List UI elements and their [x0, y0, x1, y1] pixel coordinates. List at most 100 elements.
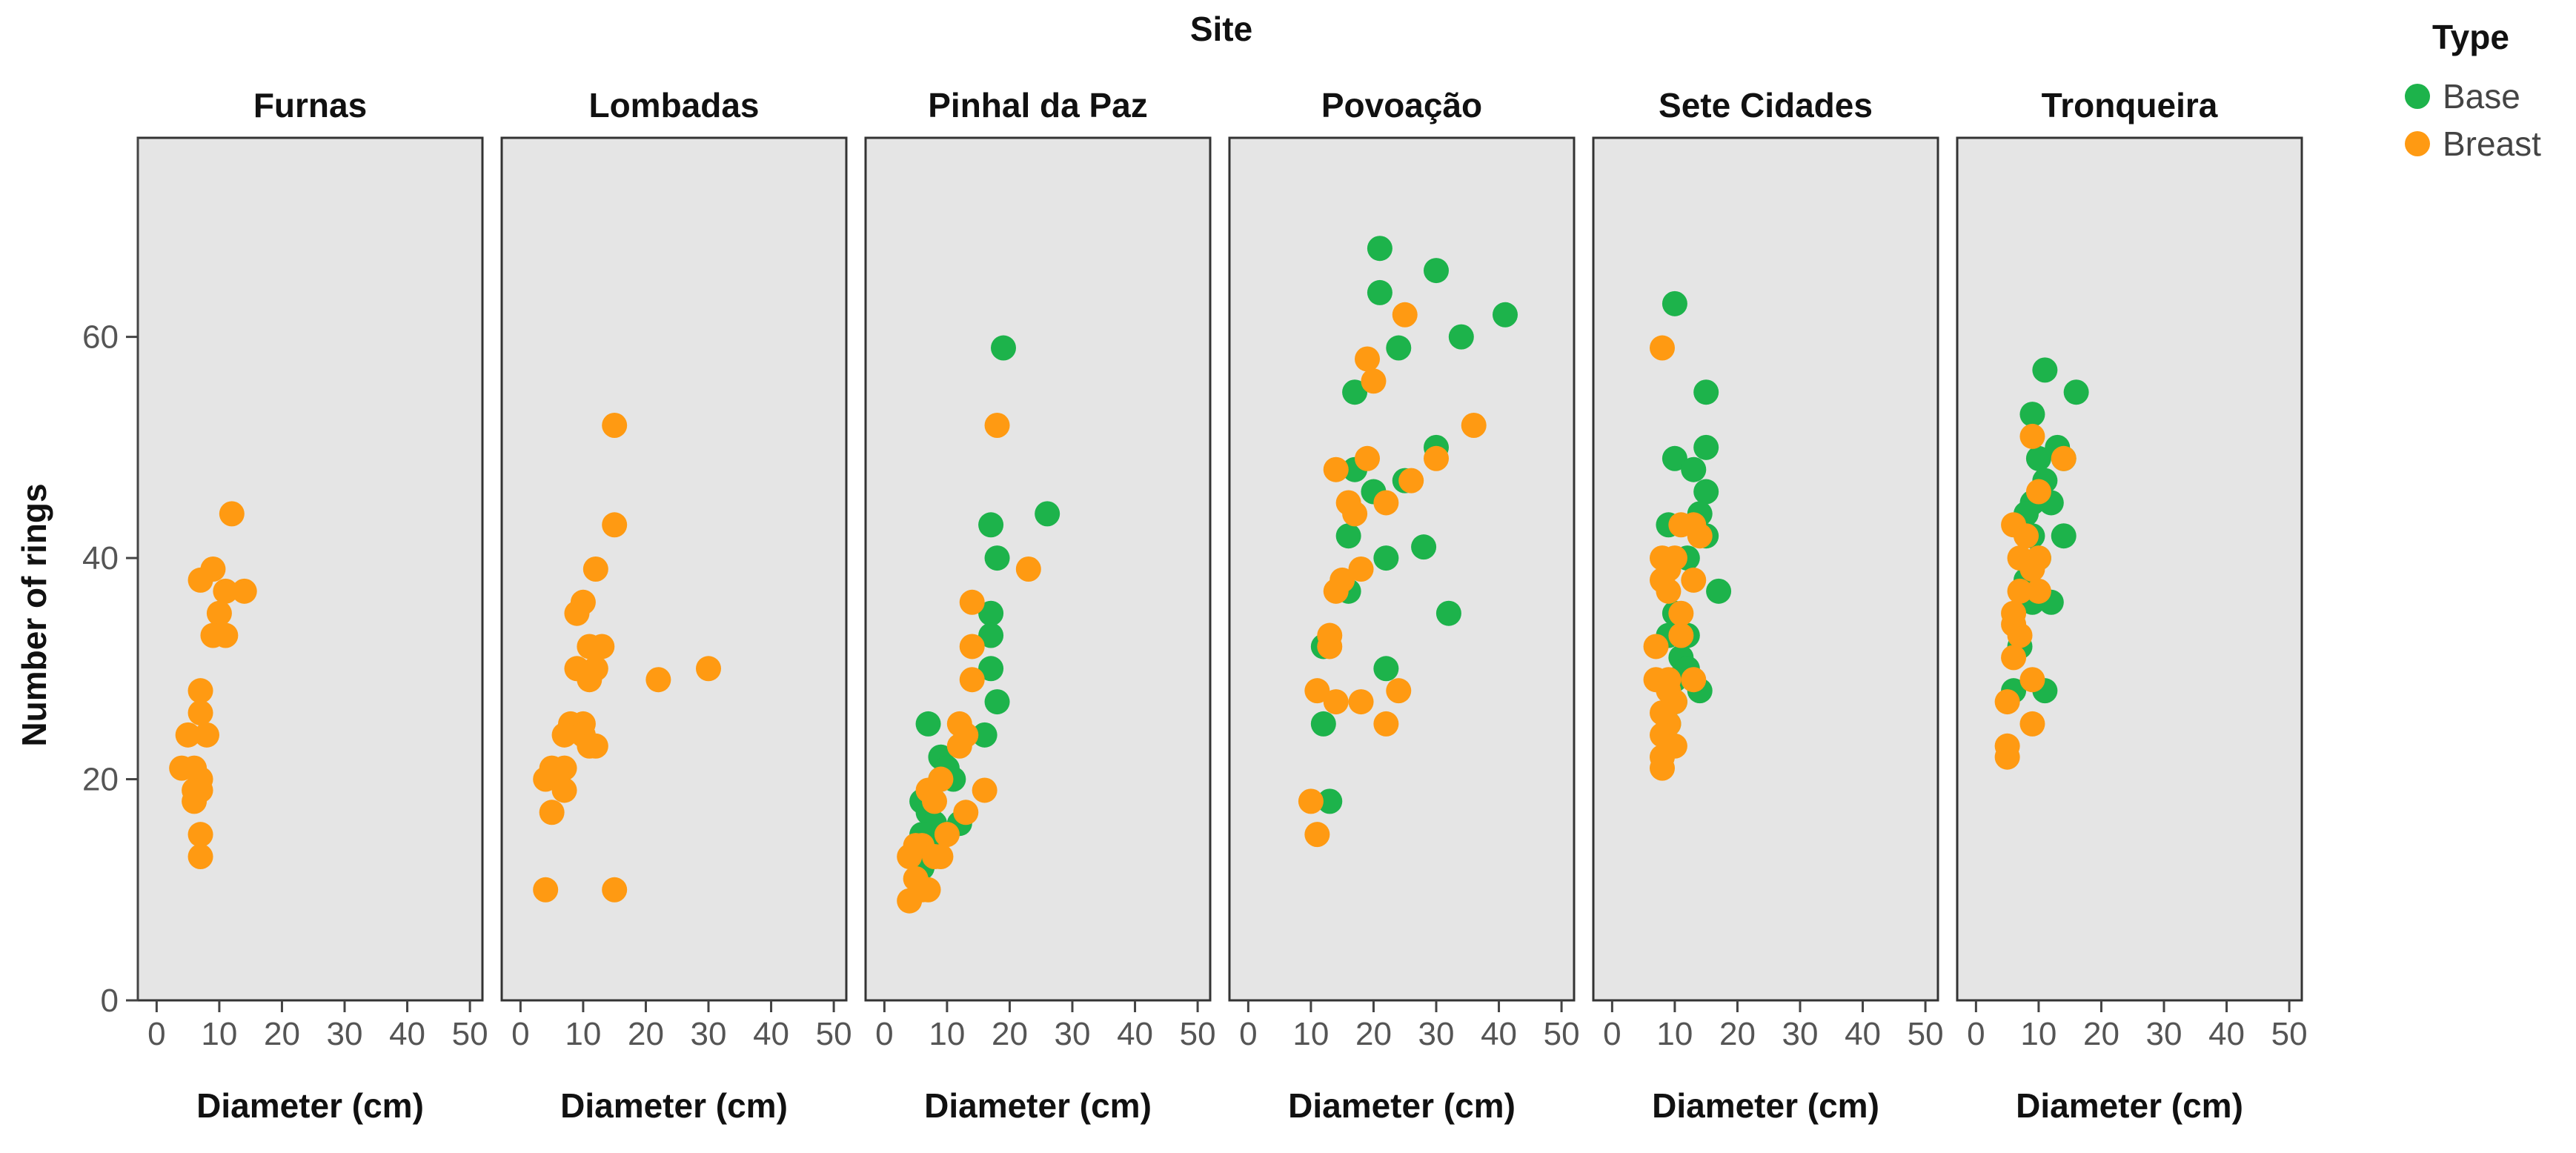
data-point-breast [1015, 556, 1041, 582]
data-point-breast [897, 888, 923, 914]
data-point-base [978, 512, 1004, 538]
series-breast [1994, 423, 2077, 770]
data-point-breast [231, 578, 257, 604]
data-point-breast [1392, 302, 1418, 328]
legend-title: Type [2432, 18, 2509, 56]
data-point-breast [1668, 600, 1694, 626]
series-breast [1643, 335, 1713, 781]
data-point-breast [972, 777, 997, 803]
data-point-base [1373, 545, 1399, 571]
series-breast [533, 413, 721, 903]
data-point-base [1367, 279, 1392, 305]
series-breast [1298, 302, 1487, 848]
data-point-breast [213, 578, 239, 604]
data-point-breast [959, 667, 985, 693]
panel-title: Pinhal da Paz [928, 86, 1148, 124]
x-tick-label: 50 [2271, 1016, 2308, 1052]
panel-tronqueira: Tronqueira 0 10 20 30 40 50 Diameter (cm) [1956, 86, 2308, 1125]
x-tick-label: 30 [1782, 1016, 1819, 1052]
panel-background [500, 136, 848, 1002]
data-point-breast [2007, 578, 2033, 604]
facet-title: Site [1190, 10, 1252, 48]
x-tick-label: 10 [565, 1016, 601, 1052]
data-point-breast [187, 567, 213, 593]
data-point-breast [1662, 733, 1687, 759]
data-point-breast [577, 733, 602, 759]
x-tick-label: 0 [511, 1016, 529, 1052]
x-tick-label: 50 [1544, 1016, 1580, 1052]
x-tick-label: 50 [1908, 1016, 1944, 1052]
data-point-base [1435, 600, 1461, 626]
x-tick-label: 40 [2208, 1016, 2245, 1052]
data-point-base [1448, 324, 1474, 350]
data-point-breast [551, 777, 577, 803]
data-point-breast [187, 678, 213, 704]
data-point-breast [645, 667, 671, 693]
data-point-base [1693, 379, 1719, 405]
data-point-breast [2001, 645, 2027, 671]
panel-lombadas: Lombadas 0 10 20 30 40 50 Diameter (cm) [500, 86, 852, 1125]
x-tick-label: 30 [691, 1016, 727, 1052]
data-point-breast [564, 600, 590, 626]
data-point-base [1681, 456, 1707, 482]
data-point-base [1035, 501, 1060, 527]
data-point-breast [897, 844, 923, 869]
x-tick-label: 10 [1656, 1016, 1693, 1052]
x-axis-title: Diameter (cm) [196, 1086, 424, 1125]
data-point-breast [213, 622, 239, 648]
data-point-breast [1643, 634, 1669, 659]
data-point-breast [953, 800, 979, 825]
y-tick-label: 60 [82, 319, 119, 356]
panel-povoacao: Povoação 0 10 20 30 40 50 Diameter (cm) [1228, 86, 1580, 1125]
data-point-base [915, 711, 941, 737]
x-tick-label: 10 [1292, 1016, 1329, 1052]
data-point-breast [1348, 556, 1374, 582]
legend-marker-base [2405, 84, 2430, 109]
data-point-breast [1304, 822, 1330, 848]
panel-title: Sete Cidades [1659, 86, 1873, 124]
x-tick-label: 30 [327, 1016, 363, 1052]
x-tick-label: 30 [1055, 1016, 1091, 1052]
data-point-breast [1681, 667, 1707, 693]
data-point-breast [1424, 445, 1449, 471]
data-point-breast [1461, 413, 1487, 438]
data-point-breast [2051, 445, 2077, 471]
panel-furnas: Furnas 0 10 20 30 40 50 Diameter (cm) [136, 86, 488, 1125]
data-point-breast [187, 822, 213, 848]
panel-background [1592, 136, 1939, 1002]
data-point-breast [533, 877, 559, 903]
data-point-base [1706, 578, 1732, 604]
panel-background [1228, 136, 1576, 1002]
data-point-base [972, 722, 997, 748]
data-point-breast [602, 877, 628, 903]
data-point-breast [602, 512, 628, 538]
data-point-breast [1386, 678, 1412, 704]
data-point-base [1693, 479, 1719, 505]
x-axis-title: Diameter (cm) [560, 1086, 788, 1125]
data-point-breast [577, 667, 602, 693]
data-point-base [1317, 788, 1343, 814]
data-point-breast [175, 722, 201, 748]
x-tick-label: 40 [389, 1016, 425, 1052]
data-point-breast [533, 766, 559, 792]
data-point-base [1693, 434, 1719, 460]
data-point-base [2063, 379, 2089, 405]
data-point-base [984, 689, 1010, 715]
data-point-breast [194, 722, 219, 748]
data-point-breast [696, 656, 721, 682]
data-point-breast [551, 722, 577, 748]
y-axis: 0 20 40 60 [82, 138, 139, 1019]
data-point-breast [1373, 711, 1399, 737]
data-point-base [1367, 236, 1392, 262]
data-point-breast [1298, 788, 1324, 814]
panel-title: Lombadas [588, 86, 759, 124]
x-tick-label: 10 [2020, 1016, 2057, 1052]
data-point-breast [1355, 445, 1380, 471]
series-breast [897, 413, 1041, 914]
data-point-breast [2007, 622, 2033, 648]
y-tick-label: 40 [82, 540, 119, 576]
legend-label-base: Base [2443, 77, 2520, 116]
data-point-breast [959, 634, 985, 659]
data-point-breast [1681, 567, 1707, 593]
